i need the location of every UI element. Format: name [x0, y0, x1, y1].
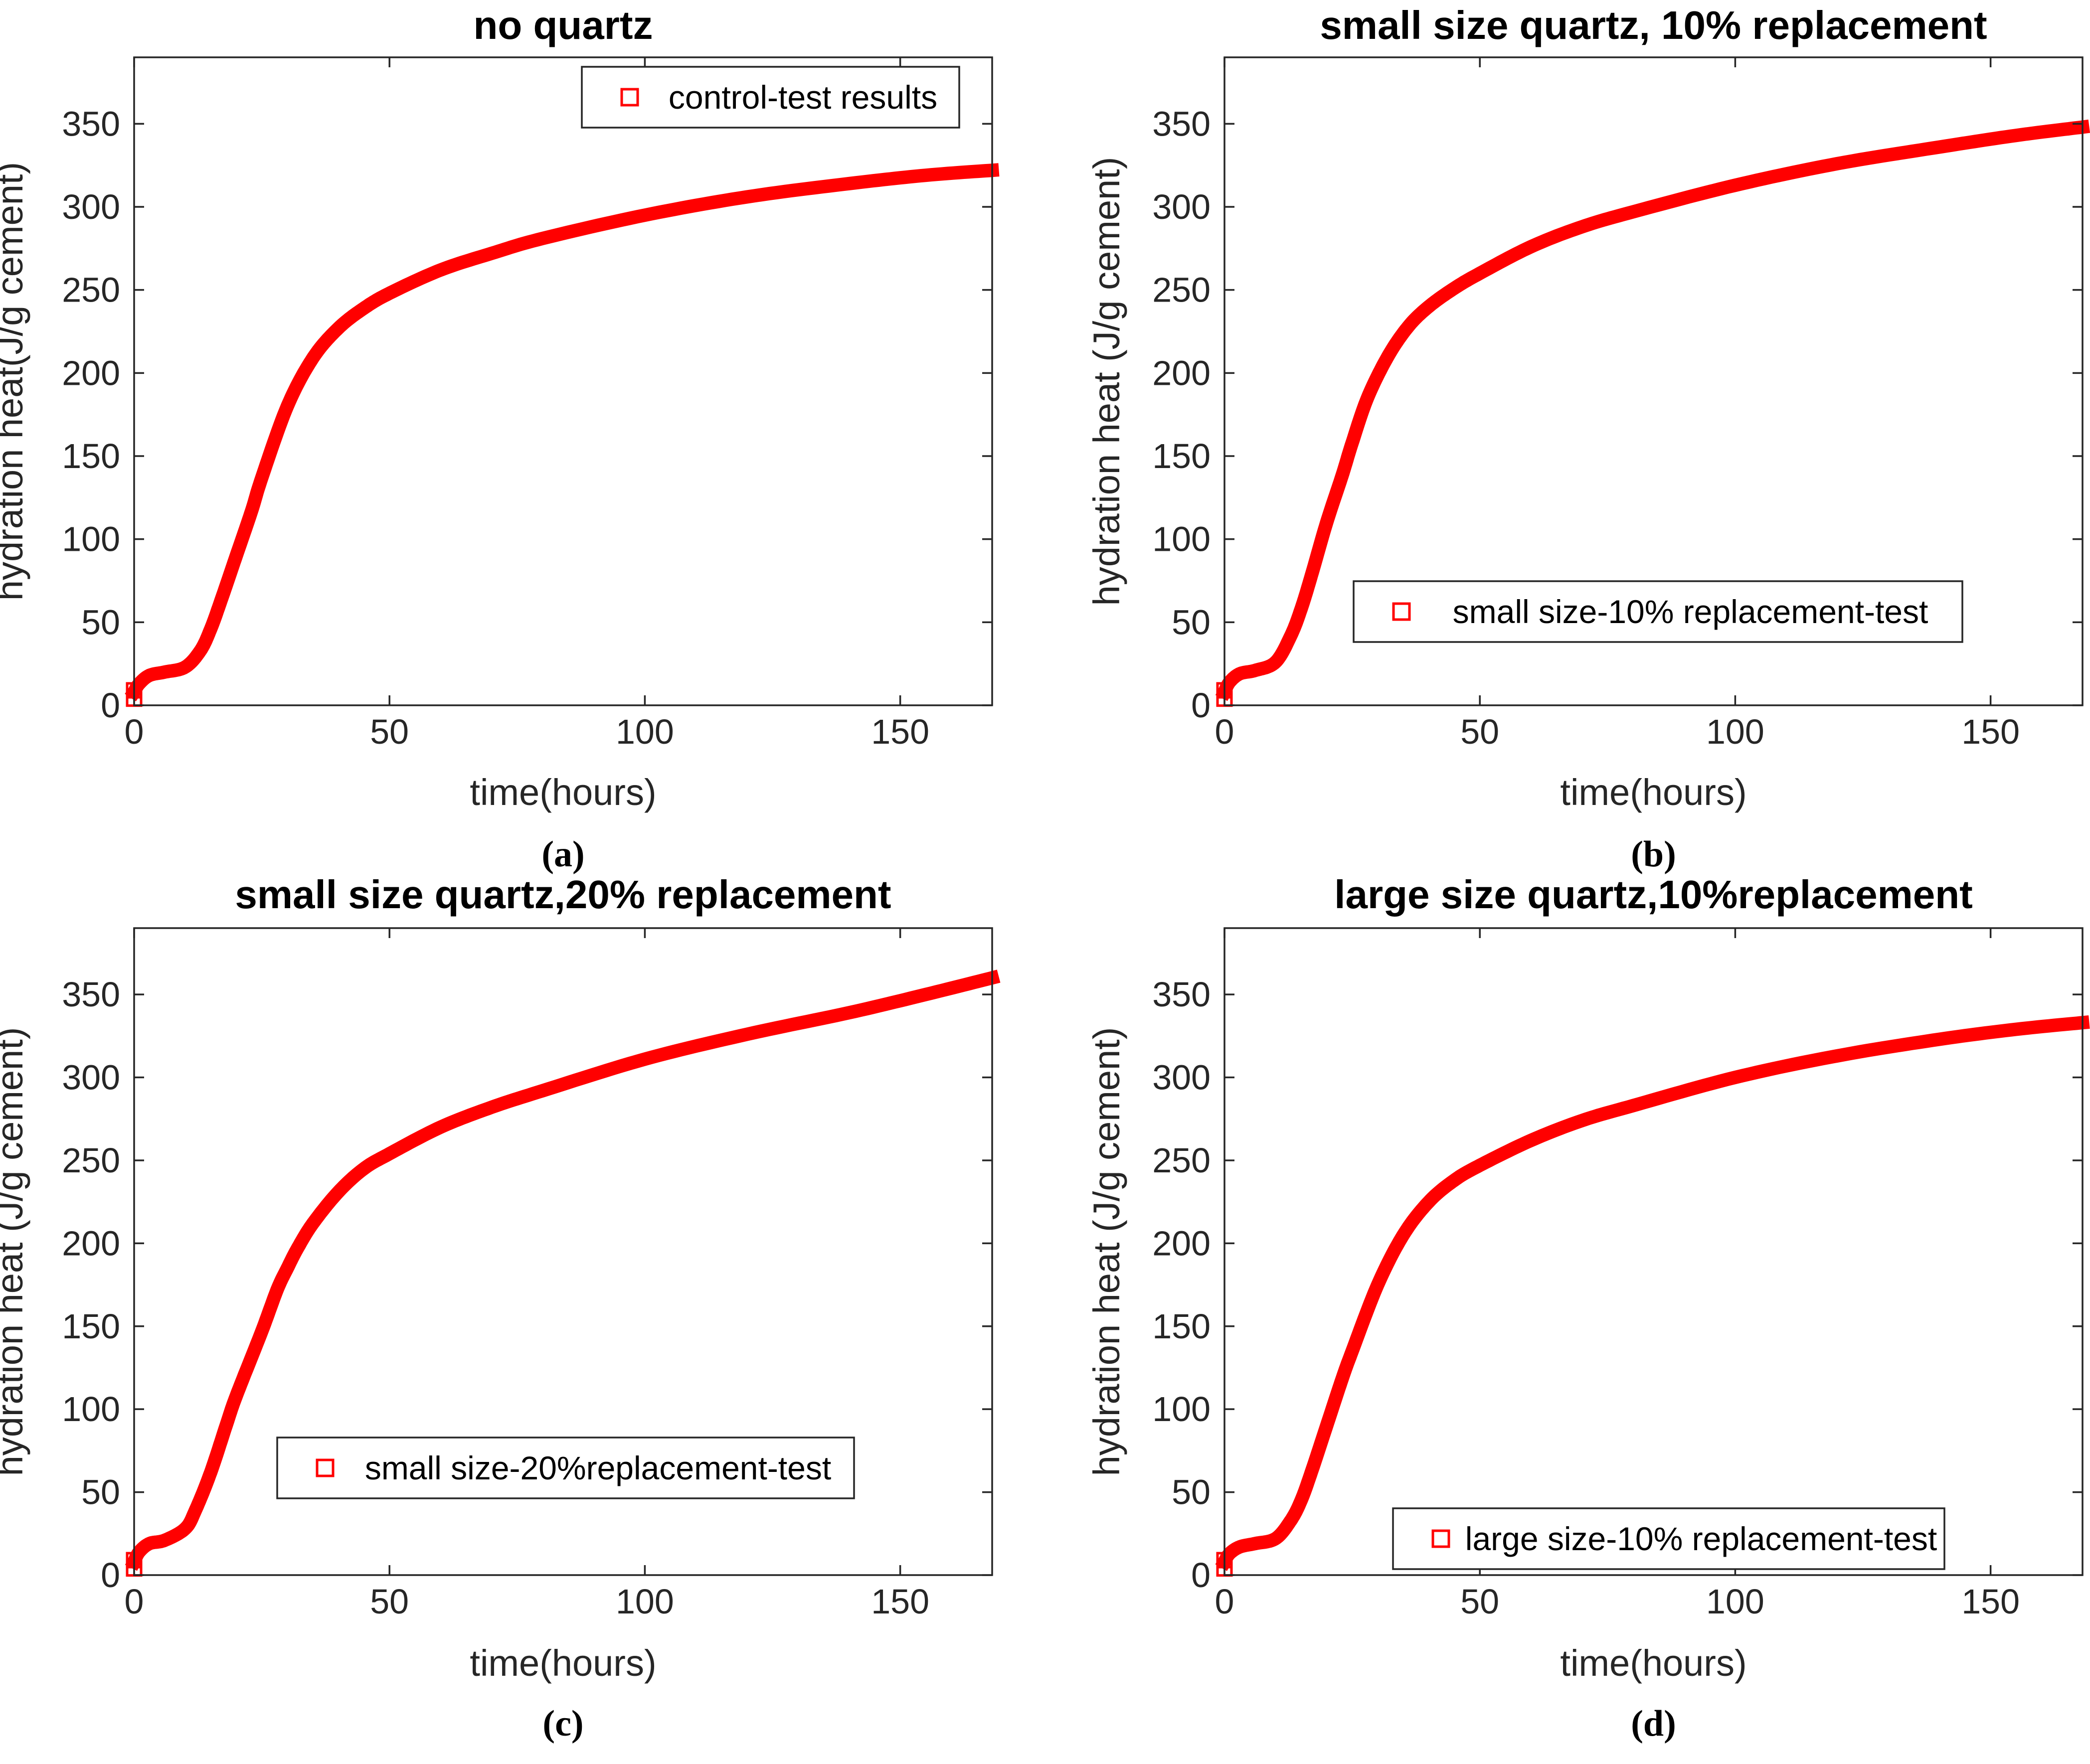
y-tick-label: 150 [1152, 1307, 1211, 1346]
legend-marker-square [316, 1458, 335, 1477]
legend-label: control-test results [669, 79, 937, 116]
legend-box [1353, 580, 1963, 643]
legend-marker-square [1431, 1529, 1450, 1548]
y-tick-label: 250 [62, 271, 120, 310]
x-tick-label: 100 [616, 712, 674, 751]
y-tick-label: 0 [101, 686, 120, 725]
plot-box [133, 56, 993, 706]
y-axis-label: hydration heat (J/g cement) [1086, 157, 1127, 606]
x-tick-label: 50 [1460, 712, 1499, 751]
panel-caption: (b) [1631, 834, 1676, 875]
x-tick-label: 150 [871, 1582, 929, 1621]
plot-title: small size quartz,20% replacement [235, 872, 891, 917]
plot-box [1223, 927, 2084, 1576]
x-axis-label: time(hours) [470, 772, 656, 813]
y-tick-label: 100 [1152, 1390, 1211, 1429]
y-tick-label: 350 [1152, 975, 1211, 1014]
x-tick-label: 0 [1215, 712, 1234, 751]
y-tick-label: 50 [1172, 603, 1211, 641]
y-tick-label: 350 [1152, 104, 1211, 143]
y-tick-label: 250 [1152, 1141, 1211, 1180]
x-tick-label: 50 [370, 712, 409, 751]
plot-box [133, 927, 993, 1576]
y-tick-label: 200 [1152, 353, 1211, 392]
y-tick-label: 200 [62, 353, 120, 392]
y-tick-label: 50 [81, 1473, 120, 1512]
panel-a: no quartz time(hours) hydration heat(J/g c… [0, 3, 1000, 875]
y-tick-label: 300 [62, 1058, 120, 1097]
legend-marker-square [620, 88, 639, 107]
y-tick-label: 300 [1152, 1058, 1211, 1097]
data-curve [125, 969, 1001, 1571]
y-tick-label: 150 [62, 437, 120, 476]
y-tick-label: 100 [62, 1390, 120, 1429]
x-tick-label: 100 [616, 1582, 674, 1621]
y-tick-label: 350 [62, 975, 120, 1014]
plot-title: no quartz [474, 3, 653, 47]
y-tick-label: 50 [81, 603, 120, 641]
x-axis-label: time(hours) [1560, 1642, 1746, 1684]
data-curve [1215, 119, 2090, 701]
legend-box [276, 1437, 855, 1499]
panel-d: large size quartz,10%replacement time(hou… [1086, 872, 2090, 1744]
panel-caption: (c) [542, 1703, 583, 1744]
plot-box [1223, 56, 2084, 706]
x-tick-label: 100 [1706, 712, 1764, 751]
y-tick-label: 200 [1152, 1224, 1211, 1263]
panel-b: small size quartz, 10% replacement time(h… [1086, 3, 2090, 875]
legend-label: small size-20%replacement-test [365, 1449, 831, 1486]
panel-c: small size quartz,20% replacement time(ho… [0, 872, 1001, 1744]
x-tick-label: 50 [370, 1582, 409, 1621]
data-curve [1215, 1015, 2090, 1571]
y-tick-label: 0 [1191, 1556, 1211, 1595]
legend-marker-square [1392, 602, 1411, 621]
y-axis-label: hydration heat (J/g cement) [1086, 1027, 1127, 1476]
data-curve [125, 163, 1000, 702]
y-tick-label: 150 [1152, 437, 1211, 476]
x-tick-label: 50 [1460, 1582, 1499, 1621]
x-tick-label: 0 [125, 1582, 144, 1621]
y-tick-label: 100 [62, 520, 120, 559]
x-tick-label: 150 [871, 712, 929, 751]
y-axis-label: hydration heat (J/g cement) [0, 1027, 30, 1476]
y-tick-label: 300 [62, 187, 120, 226]
y-tick-label: 250 [62, 1141, 120, 1180]
y-tick-label: 0 [1191, 686, 1211, 725]
panel-caption: (d) [1631, 1703, 1676, 1744]
legend-box [1392, 1507, 1945, 1570]
legend-label: large size-10% replacement-test [1465, 1520, 1937, 1557]
y-tick-label: 300 [1152, 187, 1211, 226]
legend-box [581, 66, 960, 129]
x-tick-label: 150 [1961, 712, 2020, 751]
y-tick-label: 0 [101, 1556, 120, 1595]
y-tick-label: 350 [62, 104, 120, 143]
y-tick-label: 200 [62, 1224, 120, 1263]
y-tick-label: 250 [1152, 271, 1211, 310]
y-tick-label: 100 [1152, 520, 1211, 559]
panel-caption: (a) [541, 834, 584, 875]
plot-title: small size quartz, 10% replacement [1320, 3, 1987, 47]
y-tick-label: 150 [62, 1307, 120, 1346]
plot-title: large size quartz,10%replacement [1334, 872, 1973, 917]
y-axis-label: hydration heat(J/g cement) [0, 162, 30, 601]
x-axis-label: time(hours) [470, 1642, 656, 1684]
legend-label: small size-10% replacement-test [1453, 593, 1928, 630]
x-tick-label: 150 [1961, 1582, 2020, 1621]
y-tick-label: 50 [1172, 1473, 1211, 1512]
x-tick-label: 100 [1706, 1582, 1764, 1621]
x-axis-label: time(hours) [1560, 772, 1746, 813]
x-tick-label: 0 [1215, 1582, 1234, 1621]
x-tick-label: 0 [125, 712, 144, 751]
